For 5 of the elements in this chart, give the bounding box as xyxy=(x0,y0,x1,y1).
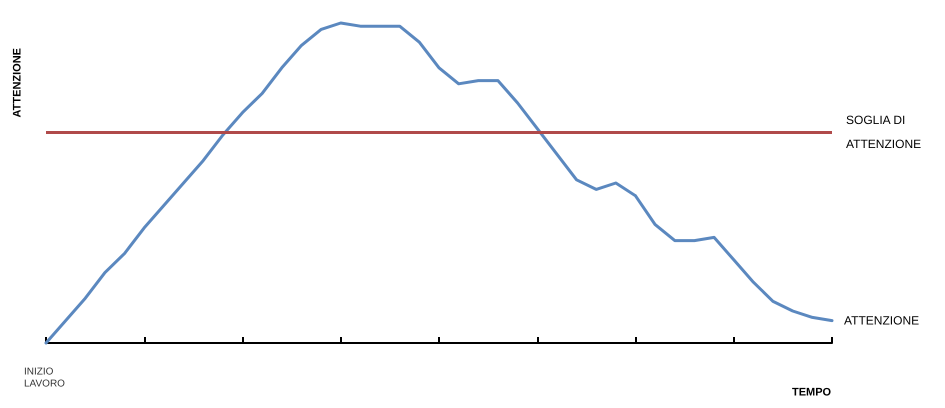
x-axis-title: TEMPO xyxy=(792,386,832,398)
ref-line-label: SOGLIA DI ATTENZIONE xyxy=(846,112,922,151)
text: INIZIO LAVORO xyxy=(24,366,66,390)
series-label: ATTENZIONE xyxy=(844,314,920,328)
y-axis-title: ATTENZIONE xyxy=(12,48,24,118)
